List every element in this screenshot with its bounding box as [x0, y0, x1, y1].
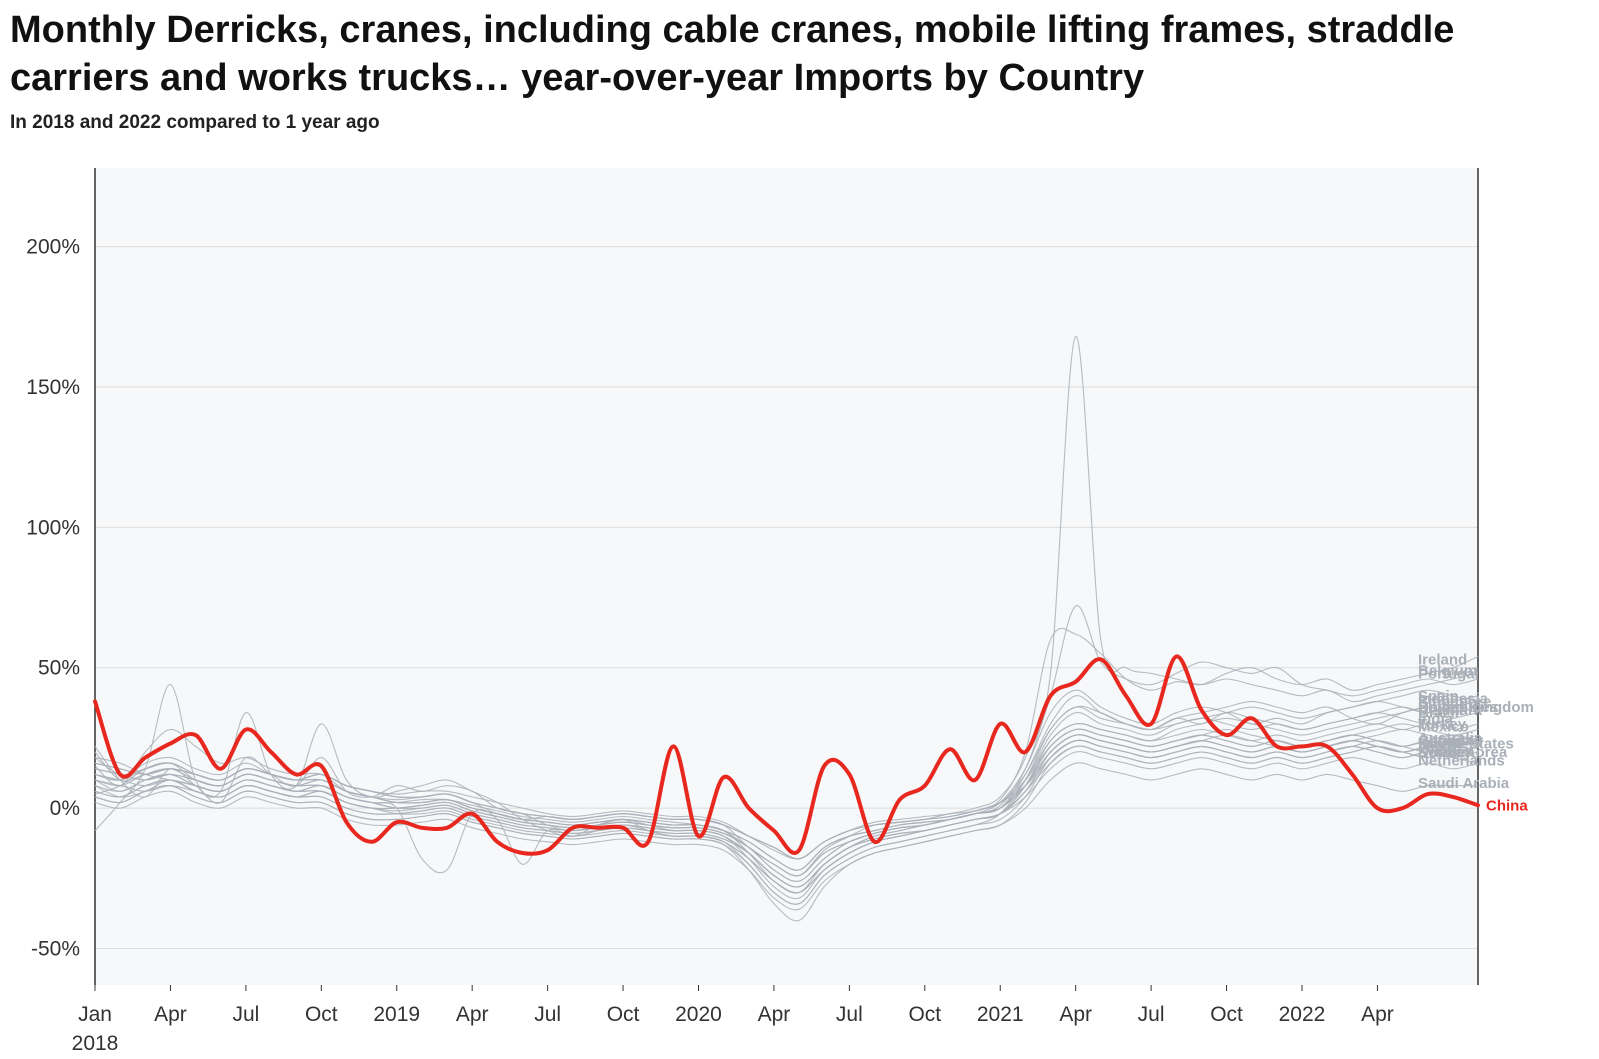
y-tick-label: -50%	[31, 938, 80, 961]
series-end-label: Ireland	[1418, 651, 1467, 668]
series-end-label: Denmark	[1418, 702, 1483, 719]
series-end-label: Singapore	[1418, 693, 1491, 710]
y-tick-label: 200%	[26, 236, 80, 259]
x-tick-label: Jul	[534, 1003, 561, 1026]
x-tick-label: Oct	[305, 1003, 338, 1026]
x-tick-label: Oct	[908, 1003, 941, 1026]
series-end-label: Netherlands	[1418, 752, 1505, 769]
series-end-label: Canada	[1418, 733, 1473, 750]
x-tick-label: Oct	[607, 1003, 640, 1026]
chart-subtitle: In 2018 and 2022 compared to 1 year ago	[10, 112, 380, 133]
series-end-label: Philippines	[1418, 699, 1498, 716]
y-tick-label: 100%	[26, 516, 80, 539]
series-end-label: Australia	[1418, 730, 1483, 747]
chart-title: Monthly Derricks, cranes, including cabl…	[10, 9, 1455, 99]
x-tick-label: Apr	[1059, 1003, 1092, 1026]
x-tick-label: 2019	[373, 1003, 420, 1026]
series-line	[94, 751, 1479, 888]
x-tick-label: Jul	[1138, 1003, 1165, 1026]
y-tick-label: 0%	[50, 797, 80, 820]
x-tick-label: 2021	[977, 1003, 1024, 1026]
series-end-label: Portugal	[1418, 665, 1479, 682]
series-end-label: Japan	[1418, 738, 1461, 755]
series-end-label: Spain	[1418, 688, 1459, 705]
y-tick-label: 50%	[38, 657, 80, 680]
series-end-label: Norway	[1418, 744, 1473, 761]
series-line	[94, 762, 1478, 922]
highlight-series-line	[93, 654, 1480, 856]
series-end-label: Belgium	[1418, 663, 1477, 680]
x-tick-label: Jul	[836, 1003, 863, 1026]
x-tick-label: Jan	[78, 1003, 112, 1026]
highlight-series-label: China	[1486, 797, 1528, 814]
series-end-label: Germany	[1418, 733, 1484, 750]
series-end-label: United Kingdom	[1418, 699, 1534, 716]
x-tick-label: Jul	[232, 1003, 259, 1026]
x-tick-label: 2022	[1279, 1003, 1326, 1026]
series-end-label: South Korea	[1418, 744, 1508, 761]
series-end-label: Brazil	[1418, 705, 1459, 722]
series-end-label: Sweden	[1418, 744, 1475, 761]
series-end-label: France	[1418, 736, 1467, 753]
x-tick-label: Oct	[1210, 1003, 1243, 1026]
x-tick-label: Apr	[1361, 1003, 1394, 1026]
plot-background	[95, 168, 1478, 985]
x-tick-label: Apr	[456, 1003, 489, 1026]
x-tick-label: 2020	[675, 1003, 722, 1026]
series-end-label: Saudi Arabia	[1418, 775, 1510, 792]
series-end-label: Indonesia	[1418, 691, 1489, 708]
x-tick-label: Apr	[758, 1003, 791, 1026]
y-tick-label: 150%	[26, 376, 80, 399]
series-line	[94, 739, 1479, 860]
series-end-label: United States	[1418, 736, 1514, 753]
x-tick-year-label: 2018	[72, 1032, 119, 1055]
series-end-label: Mexico	[1418, 719, 1469, 736]
series-end-label: India	[1418, 710, 1454, 727]
series-end-label: Turkey	[1418, 716, 1467, 733]
x-tick-label: Apr	[154, 1003, 187, 1026]
